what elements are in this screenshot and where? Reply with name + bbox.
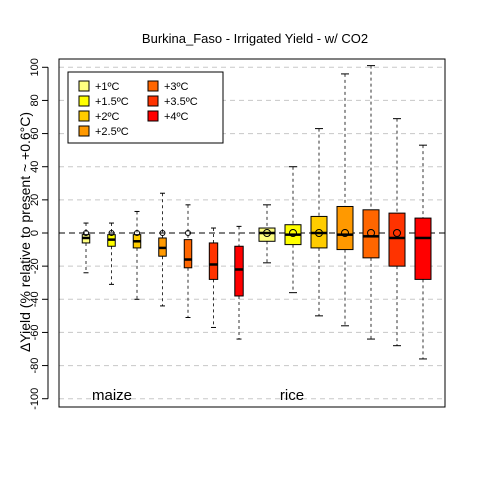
box-series (81, 65, 432, 360)
legend-label: +1ºC (95, 81, 120, 93)
legend-label: +4ºC (164, 111, 189, 123)
box-maize (132, 210, 142, 300)
box-iqr (388, 212, 406, 267)
legend-swatch (78, 110, 90, 122)
legend-swatch (147, 95, 159, 107)
legend-label: +2.5ºC (95, 126, 129, 138)
legend-swatch (78, 95, 90, 107)
y-tick-label: -60 (29, 324, 41, 340)
chart-title: Burkina_Faso - Irrigated Yield - w/ CO2 (142, 31, 368, 46)
box-rice (388, 118, 406, 347)
box-rice (310, 128, 328, 317)
mean-marker (185, 230, 191, 236)
y-tick-label: 60 (29, 127, 41, 139)
y-tick-label: 40 (29, 161, 41, 173)
y-tick-label: -100 (29, 388, 41, 410)
box-iqr (208, 242, 219, 280)
mean-marker (108, 230, 115, 236)
y-tick-label: 0 (29, 230, 41, 236)
mean-marker (367, 229, 375, 237)
y-tick-label: 100 (29, 58, 41, 76)
group-label-maize: maize (92, 387, 132, 404)
y-tick-label: -40 (29, 291, 41, 307)
box-maize (158, 192, 167, 307)
legend: +1ºC +1.5ºC +2ºC +2.5ºC +3ºC +3.5ºC +4ºC (67, 71, 224, 144)
box-iqr (362, 209, 380, 259)
box-maize (183, 204, 193, 319)
box-iqr (414, 217, 432, 280)
plot-frame (58, 58, 446, 408)
box-maize (81, 222, 91, 274)
box-rice (258, 204, 276, 264)
legend-label: +1.5ºC (95, 96, 129, 108)
mean-marker (134, 230, 140, 236)
legend-swatch (147, 110, 159, 122)
group-label-rice: rice (280, 387, 304, 404)
legend-frame (67, 71, 224, 144)
legend-label: +3.5ºC (164, 96, 198, 108)
mean-marker (289, 229, 297, 237)
box-rice (414, 144, 432, 360)
y-tick-label: 80 (29, 94, 41, 106)
box-maize (107, 222, 116, 285)
legend-swatch (78, 125, 90, 137)
mean-marker (341, 229, 349, 237)
y-tick-label: -20 (29, 258, 41, 274)
box-iqr (234, 245, 244, 297)
legend-swatch (147, 80, 159, 92)
mean-marker (159, 230, 166, 236)
legend-label: +2ºC (95, 111, 120, 123)
box-rice (362, 65, 380, 340)
mean-marker (393, 229, 401, 237)
y-axis: -100 -80 -60 -40 -20 0 20 40 60 80 100 (29, 58, 49, 410)
mean-marker (83, 230, 89, 236)
box-maize (234, 225, 244, 340)
y-axis-label: ΔYield (% relative to present ~ +0.6°C) (17, 112, 33, 352)
mean-marker (315, 229, 323, 237)
box-iqr (258, 227, 276, 242)
y-tick-label: -80 (29, 358, 41, 374)
legend-swatch (78, 80, 90, 92)
y-tick-label: 20 (29, 194, 41, 206)
box-rice (284, 166, 302, 294)
box-iqr (183, 239, 193, 269)
box-maize (208, 227, 219, 328)
box-rice (336, 73, 354, 327)
box-iqr (336, 205, 354, 251)
legend-label: +3ºC (164, 81, 189, 93)
mean-marker (263, 229, 271, 237)
